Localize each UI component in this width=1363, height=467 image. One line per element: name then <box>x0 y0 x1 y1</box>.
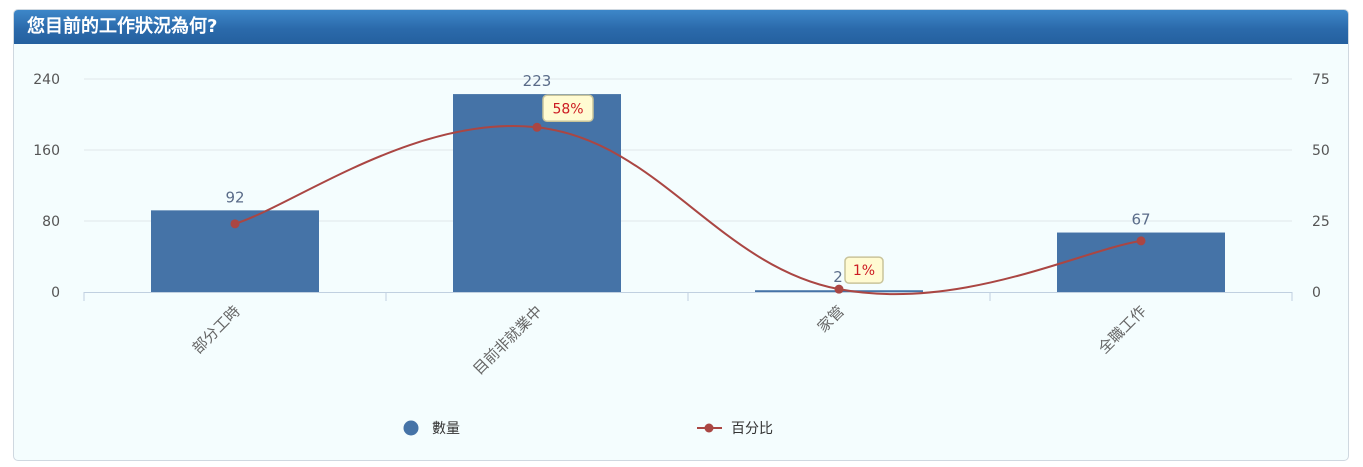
bar-value-label: 2 <box>833 268 843 286</box>
x-category-label: 全職工作 <box>1095 302 1150 357</box>
bar-value-label: 67 <box>1131 211 1150 229</box>
percent-point <box>532 122 542 132</box>
y-left-tick-label: 80 <box>42 214 60 230</box>
y-left-tick-label: 160 <box>33 143 60 159</box>
percent-point <box>230 219 240 229</box>
y-left-tick-label: 0 <box>51 285 60 301</box>
y-left-tick-label: 240 <box>33 72 60 88</box>
percent-label-box <box>542 94 594 123</box>
bar-value-label: 92 <box>225 188 244 206</box>
y-right-tick-label: 50 <box>1312 143 1330 159</box>
percent-label-box <box>844 256 884 284</box>
x-category-label: 部分工時 <box>189 302 244 357</box>
percent-label: 58% <box>552 101 583 117</box>
legend-bar-label: 數量 <box>432 421 460 437</box>
legend-line-marker <box>704 423 714 433</box>
percent-label: 1% <box>853 263 875 279</box>
y-right-tick-label: 25 <box>1312 214 1330 230</box>
panel-title: 您目前的工作狀況為何? <box>14 10 1348 44</box>
x-category-label: 家管 <box>814 302 848 336</box>
y-right-tick-label: 75 <box>1312 72 1330 88</box>
legend-bar-swatch <box>403 420 419 436</box>
y-right-tick-label: 0 <box>1312 285 1321 301</box>
percent-point <box>1136 236 1146 246</box>
bar-value-label: 223 <box>523 72 552 90</box>
percent-line <box>234 125 1142 296</box>
x-category-label: 目前非就業中 <box>469 302 545 378</box>
legend-line-label: 百分比 <box>731 421 773 437</box>
percent-point <box>834 284 844 294</box>
